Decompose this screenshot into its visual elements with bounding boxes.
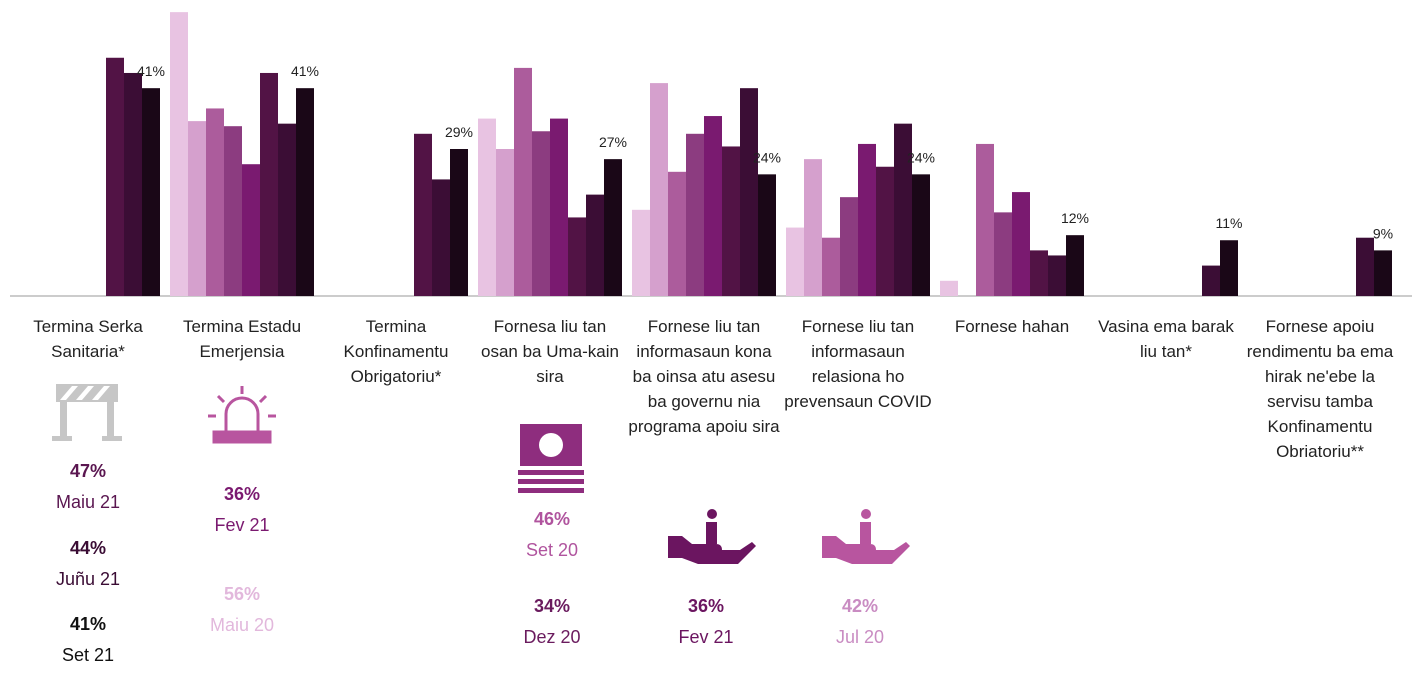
bar [740, 88, 758, 296]
value-label: 9% [1373, 225, 1393, 241]
bar [1012, 192, 1030, 296]
bar [912, 174, 930, 296]
bar [432, 179, 450, 296]
bar [478, 118, 496, 296]
category-label: Fornese liu tan informasaun kona ba oins… [628, 317, 780, 436]
value-label: 41% [137, 63, 165, 79]
bar [496, 149, 514, 296]
highlight-period: Fev 21 [214, 515, 269, 535]
bar [976, 143, 994, 296]
value-label: 29% [445, 124, 473, 140]
bar [188, 121, 206, 296]
value-label: 24% [907, 149, 935, 165]
highlight-period: Fev 21 [678, 627, 733, 647]
highlight-period: Juñu 21 [56, 569, 120, 589]
value-label: 11% [1216, 215, 1243, 231]
category-label: Fornese apoiu rendimentu ba ema hirak ne… [1246, 317, 1394, 461]
value-label: 24% [753, 149, 781, 165]
bar [722, 146, 740, 296]
bar [1374, 250, 1392, 296]
category-label: Vasina ema barak liu tan* [1098, 317, 1234, 361]
highlight-value: 44% [70, 538, 106, 558]
category-label: Termina Estadu Emerjensia [182, 317, 302, 361]
bar [1202, 265, 1220, 296]
info-hand-icon [668, 509, 756, 564]
value-label: 12% [1061, 210, 1089, 226]
bar [550, 118, 568, 296]
siren-icon [208, 386, 276, 444]
bar [804, 159, 822, 296]
value-label: 27% [599, 134, 627, 150]
bar [994, 212, 1012, 296]
category-label: Termina Konfinamentu Obrigatoriu* [343, 317, 449, 386]
value-label: 41% [291, 63, 319, 79]
bar [1356, 237, 1374, 296]
highlight-period: Maiu 20 [210, 615, 274, 635]
bar [296, 88, 314, 296]
barrier-icon [52, 384, 122, 441]
bar [686, 133, 704, 296]
bar [260, 72, 278, 296]
highlight-value: 34% [534, 596, 570, 616]
bar [586, 194, 604, 296]
highlight-period: Set 20 [526, 540, 578, 560]
bar [858, 143, 876, 296]
bar [514, 67, 532, 297]
highlight-period: Jul 20 [836, 627, 884, 647]
bar [704, 116, 722, 296]
bar [840, 197, 858, 296]
money-icon [518, 424, 584, 493]
bar [786, 227, 804, 296]
bar [650, 83, 668, 296]
bar [1030, 250, 1048, 296]
bar [224, 126, 242, 296]
bar [568, 217, 586, 296]
highlight-value: 36% [688, 596, 724, 616]
bar [414, 133, 432, 296]
highlight-value: 36% [224, 484, 260, 504]
bar [1066, 235, 1084, 296]
bar [894, 123, 912, 296]
bar [170, 12, 188, 296]
bar [876, 166, 894, 296]
bar [604, 159, 622, 296]
highlight-period: Set 21 [62, 645, 114, 665]
category-label: Fornesa liu tan osan ba Uma-kain sira [481, 317, 619, 386]
highlight-period: Maiu 21 [56, 492, 120, 512]
category-label: Fornese hahan [954, 317, 1070, 336]
bar [940, 280, 958, 296]
bar [450, 149, 468, 296]
highlight-value: 46% [534, 509, 570, 529]
highlight-value: 42% [842, 596, 878, 616]
bar [1048, 255, 1066, 296]
category-label: Termina Serka Sanitaria* [33, 317, 143, 361]
bar [532, 131, 550, 296]
bar [632, 209, 650, 296]
bar [142, 88, 160, 296]
bar [822, 237, 840, 296]
info-hand-icon [822, 509, 910, 564]
category-label: Fornese liu tan informasaun relasiona ho… [784, 317, 932, 411]
bar [106, 57, 124, 296]
bar [278, 123, 296, 296]
bar [206, 108, 224, 296]
highlight-period: Dez 20 [523, 627, 580, 647]
bar [758, 174, 776, 296]
highlight-value: 56% [224, 584, 260, 604]
bar [1220, 240, 1238, 296]
highlight-value: 47% [70, 461, 106, 481]
highlight-value: 41% [70, 614, 106, 634]
bar [124, 72, 142, 296]
bar [242, 164, 260, 296]
bar [668, 171, 686, 296]
